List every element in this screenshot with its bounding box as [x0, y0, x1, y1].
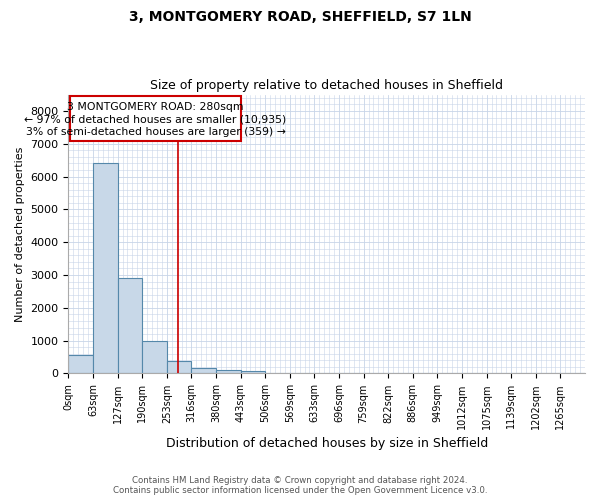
Text: Contains HM Land Registry data © Crown copyright and database right 2024.
Contai: Contains HM Land Registry data © Crown c…: [113, 476, 487, 495]
Bar: [216, 370, 241, 374]
Bar: [191, 368, 216, 374]
X-axis label: Distribution of detached houses by size in Sheffield: Distribution of detached houses by size …: [166, 437, 488, 450]
Text: 3% of semi-detached houses are larger (359) →: 3% of semi-detached houses are larger (3…: [26, 128, 286, 138]
Bar: [118, 278, 142, 374]
Y-axis label: Number of detached properties: Number of detached properties: [15, 146, 25, 322]
Bar: [68, 356, 93, 374]
Bar: [142, 340, 167, 374]
Bar: [241, 372, 265, 374]
Text: ← 97% of detached houses are smaller (10,935): ← 97% of detached houses are smaller (10…: [25, 114, 287, 124]
Text: 3, MONTGOMERY ROAD, SHEFFIELD, S7 1LN: 3, MONTGOMERY ROAD, SHEFFIELD, S7 1LN: [128, 10, 472, 24]
Title: Size of property relative to detached houses in Sheffield: Size of property relative to detached ho…: [150, 79, 503, 92]
Text: 3 MONTGOMERY ROAD: 280sqm: 3 MONTGOMERY ROAD: 280sqm: [67, 102, 244, 112]
Bar: [93, 164, 118, 374]
Bar: [70, 96, 241, 141]
Bar: [167, 361, 191, 374]
